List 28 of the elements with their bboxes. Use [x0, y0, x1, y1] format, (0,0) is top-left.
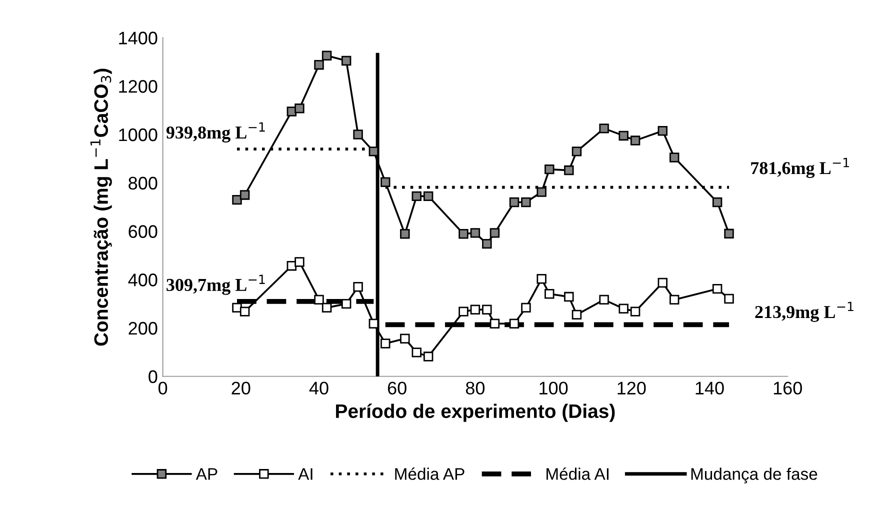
- y-tick-label: 600: [128, 225, 158, 238]
- legend-label: Média AP: [395, 467, 464, 480]
- legend-label: AP: [196, 468, 218, 480]
- x-tick-label: 140: [696, 382, 724, 394]
- x-tick-label: 120: [618, 382, 646, 394]
- y-tick-label: 800: [128, 176, 158, 190]
- y-tick-label: 1000: [119, 128, 158, 142]
- y-tick-label: 0: [148, 370, 158, 384]
- x-tick-label: 60: [388, 382, 406, 394]
- legend-label: Mudança de fase: [691, 468, 818, 484]
- annotation: 309,7mg L$^{−1}$: [166, 274, 265, 295]
- annotation: 939,8mg L$^{−1}$: [166, 122, 265, 142]
- x-tick-label: 40: [309, 382, 328, 394]
- annotation: 213,9mg L$^{−1}$: [755, 302, 854, 322]
- x-tick-label: 20: [232, 382, 250, 394]
- y-axis-title: Concentração (mg L$^{−1}$CaCO$_{3}$): [90, 68, 112, 346]
- x-tick-label: 160: [774, 382, 802, 394]
- x-axis-title: Período de experimento (Dias): [336, 404, 615, 422]
- y-tick-label: 400: [128, 274, 158, 286]
- legend-label: Média AI: [546, 467, 608, 480]
- y-tick-label: 200: [128, 322, 158, 335]
- y-tick-label: 1200: [119, 80, 158, 93]
- legend-label: AI: [298, 468, 312, 480]
- x-tick-label: 100: [540, 382, 568, 394]
- annotation: 781,6mg L$^{−1}$: [751, 158, 849, 178]
- x-tick-label: 0: [158, 382, 168, 394]
- x-tick-label: 80: [466, 382, 485, 394]
- y-tick-label: 1400: [119, 32, 158, 44]
